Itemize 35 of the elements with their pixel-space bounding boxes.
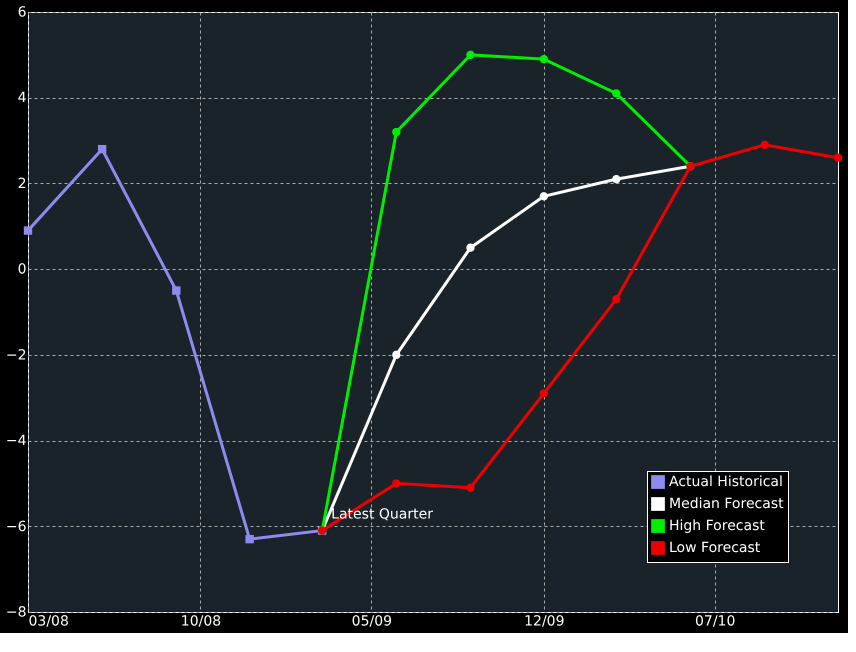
x-tick-label: 10/08: [180, 614, 222, 630]
point: [466, 484, 475, 492]
legend-label: Low Forecast: [669, 540, 761, 556]
legend-label: Median Forecast: [669, 496, 784, 512]
point: [540, 192, 548, 200]
point: [760, 140, 769, 150]
point: [834, 154, 842, 162]
point: [540, 54, 548, 64]
point: [466, 50, 475, 60]
x-tick-label: 07/10: [695, 614, 736, 630]
x-tick-label: 12/09: [524, 614, 564, 630]
y-tick-label: 2: [18, 176, 26, 192]
point: [392, 350, 401, 360]
x-tick-label: 05/09: [352, 614, 392, 630]
y-tick-label: −8: [6, 604, 26, 620]
point: [540, 389, 548, 398]
legend-label: High Forecast: [669, 518, 766, 534]
y-tick-label: −2: [6, 347, 26, 364]
point: [392, 479, 401, 488]
y-tick-label: 0: [18, 262, 26, 278]
point: [612, 174, 621, 184]
point: [172, 286, 180, 295]
point: [612, 89, 621, 98]
point: [245, 534, 254, 544]
y-tick-label: 4: [18, 90, 27, 106]
point: [24, 226, 32, 235]
point: [466, 244, 475, 252]
point: [98, 144, 106, 154]
y-tick-label: 6: [18, 4, 27, 20]
y-tick-label: −6: [6, 518, 27, 535]
legend-label: Actual Historical: [669, 474, 783, 490]
y-tick-label: −4: [6, 433, 27, 450]
point: [612, 294, 621, 304]
x-tick-label: 03/08: [28, 614, 69, 630]
point: [392, 128, 401, 136]
